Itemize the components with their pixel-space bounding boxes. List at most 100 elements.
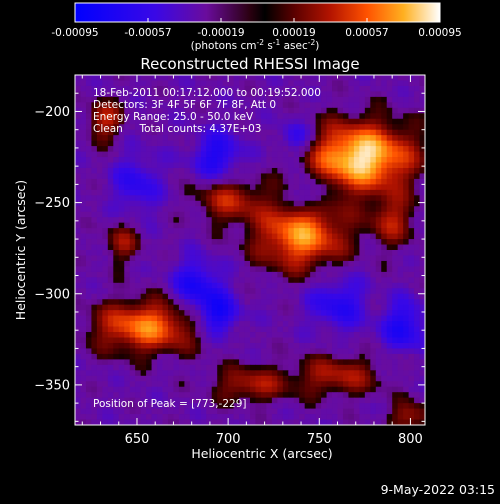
heatmap-cell: [403, 113, 409, 120]
heatmap-cell: [75, 157, 81, 163]
heatmap-cell: [195, 96, 202, 103]
heatmap-cell: [364, 386, 371, 393]
heatmap-cell: [217, 239, 224, 245]
heatmap-cell: [392, 151, 399, 158]
heatmap-cell: [75, 239, 81, 245]
heatmap-cell: [135, 403, 142, 409]
heatmap-cell: [239, 353, 245, 360]
heatmap-cell: [206, 332, 213, 338]
heatmap-cell: [80, 370, 87, 377]
heatmap-cell: [386, 85, 393, 92]
heatmap-cell: [375, 75, 382, 81]
heatmap-cell: [293, 288, 300, 295]
heatmap-cell: [381, 96, 388, 103]
heatmap-cell: [277, 113, 284, 120]
heatmap-cell: [239, 189, 245, 196]
heatmap-cell: [288, 260, 295, 267]
heatmap-cell: [348, 337, 355, 344]
heatmap-cell: [162, 403, 169, 409]
heatmap-cell: [337, 403, 344, 409]
heatmap-cell: [102, 332, 109, 338]
heatmap-cell: [167, 310, 174, 317]
y-tick-label: −350: [34, 378, 70, 393]
heatmap-cell: [118, 386, 125, 393]
heatmap-cell: [102, 282, 109, 289]
heatmap-cell: [195, 353, 202, 360]
heatmap-cell: [135, 364, 142, 371]
heatmap-cell: [189, 140, 196, 147]
heatmap-cell: [315, 277, 322, 284]
heatmap-cell: [211, 326, 218, 333]
heatmap-cell: [321, 75, 327, 81]
heatmap-cell: [195, 184, 202, 191]
heatmap-cell: [113, 107, 120, 114]
heatmap-cell: [403, 277, 409, 284]
heatmap-cell: [178, 162, 185, 169]
heatmap-cell: [342, 211, 349, 218]
heatmap-cell: [107, 233, 114, 240]
heatmap-cell: [157, 375, 163, 382]
heatmap-cell: [321, 364, 327, 371]
heatmap-cell: [222, 414, 229, 420]
heatmap-cell: [200, 244, 207, 251]
heatmap-cell: [85, 266, 92, 273]
heatmap-cell: [364, 129, 371, 136]
heatmap-cell: [233, 370, 240, 377]
heatmap-cell: [403, 129, 409, 136]
heatmap-cell: [200, 386, 207, 393]
heatmap-cell: [288, 96, 295, 103]
heatmap-cell: [195, 370, 202, 377]
heatmap-cell: [195, 211, 202, 218]
heatmap-cell: [375, 310, 382, 317]
heatmap-cell: [189, 167, 196, 174]
heatmap-cell: [129, 157, 136, 163]
heatmap-cell: [178, 146, 185, 152]
heatmap-cell: [250, 419, 256, 425]
heatmap-cell: [304, 85, 311, 92]
heatmap-cell: [288, 195, 295, 202]
heatmap-cell: [326, 342, 333, 349]
heatmap-cell: [353, 195, 360, 202]
heatmap-cell: [244, 113, 251, 120]
heatmap-cell: [244, 299, 251, 306]
heatmap-cell: [167, 348, 174, 355]
heatmap-cell: [75, 266, 81, 273]
heatmap-cell: [255, 370, 262, 377]
heatmap-cell: [140, 113, 147, 120]
heatmap-cell: [332, 157, 338, 163]
heatmap-cell: [370, 293, 377, 300]
heatmap-cell: [386, 277, 393, 284]
heatmap-cell: [178, 91, 185, 98]
heatmap-cell: [135, 282, 142, 289]
heatmap-cell: [217, 80, 224, 87]
heatmap-cell: [167, 157, 174, 163]
heatmap-cell: [293, 124, 300, 131]
heatmap-cell: [140, 173, 147, 180]
colorbar-tick-label: -0.00057: [124, 27, 171, 39]
heatmap-cell: [277, 359, 284, 366]
heatmap-cell: [184, 337, 191, 344]
heatmap-cell: [217, 200, 224, 207]
heatmap-cell: [178, 151, 185, 158]
heatmap-cell: [342, 353, 349, 360]
heatmap-cell: [250, 239, 256, 245]
heatmap-cell: [353, 414, 360, 420]
heatmap-cell: [239, 288, 245, 295]
heatmap-cell: [107, 211, 114, 218]
heatmap-cell: [342, 299, 349, 306]
heatmap-cell: [370, 348, 377, 355]
heatmap-cell: [414, 364, 420, 371]
heatmap-cell: [370, 277, 377, 284]
heatmap-cell: [96, 414, 103, 420]
heatmap-cell: [96, 151, 103, 158]
heatmap-cell: [337, 195, 344, 202]
heatmap-cell: [414, 310, 420, 317]
heatmap-cell: [233, 271, 240, 278]
heatmap-cell: [370, 386, 377, 393]
heatmap-cell: [239, 326, 245, 333]
heatmap-cell: [129, 337, 136, 344]
heatmap-cell: [326, 239, 333, 245]
heatmap-cell: [392, 397, 399, 404]
heatmap-cell: [414, 157, 420, 163]
heatmap-cell: [370, 211, 377, 218]
